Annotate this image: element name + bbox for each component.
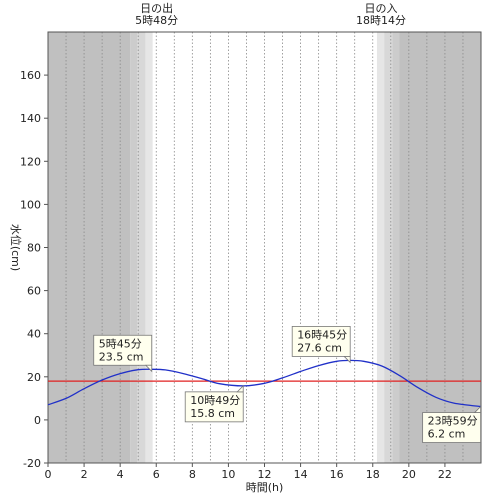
callout-box <box>291 326 351 357</box>
twilight-band-morning <box>137 32 146 463</box>
x-tick-label: 6 <box>153 468 160 481</box>
callout-time: 10時49分 <box>190 394 240 407</box>
y-axis-ticks: -20 0 20 40 60 80 100 120 140 160 <box>20 69 48 470</box>
callout-pointer <box>473 405 482 413</box>
x-tick-label: 2 <box>81 468 88 481</box>
x-tick-label: 20 <box>402 468 416 481</box>
y-tick-label: 80 <box>27 242 41 255</box>
twilight-band-evening <box>376 32 385 463</box>
night-band-evening <box>399 32 481 463</box>
y-tick-label: 40 <box>27 328 41 341</box>
twilight-band-morning <box>130 32 138 463</box>
y-axis-title: 水位(cm) <box>9 224 23 271</box>
x-tick-label: 14 <box>294 468 308 481</box>
sun-event-name: 日の出 <box>140 1 173 15</box>
x-axis-ticks: 0 2 4 6 8 10 12 14 16 18 20 22 <box>45 463 452 481</box>
y-tick-label: 160 <box>20 69 41 82</box>
twilight-band-evening <box>392 32 400 463</box>
y-tick-label: 0 <box>34 414 41 427</box>
y-tick-label: 60 <box>27 285 41 298</box>
x-tick-label: 12 <box>258 468 272 481</box>
y-tick-label: 20 <box>27 371 41 384</box>
y-tick-label: 100 <box>20 198 41 211</box>
callout-level: 27.6 cm <box>297 341 342 354</box>
sun-event-time: 5時48分 <box>135 14 178 27</box>
sun-event-name: 日の入 <box>364 2 397 15</box>
twilight-band-morning <box>145 32 153 463</box>
y-tick-label: 120 <box>20 155 41 168</box>
callout-time: 5時45分 <box>99 337 142 350</box>
callout-pointer <box>144 364 153 373</box>
x-tick-label: 16 <box>330 468 344 481</box>
callout-box <box>422 412 482 443</box>
y-tick-label: -20 <box>23 457 41 470</box>
x-tick-label: 4 <box>117 468 124 481</box>
y-tick-label: 140 <box>20 112 41 125</box>
x-axis-title: 時間(h) <box>246 481 284 494</box>
x-tick-label: 8 <box>189 468 196 481</box>
twilight-shading-layer <box>48 32 481 463</box>
callout-time: 23時59分 <box>428 415 478 428</box>
twilight-band-evening <box>384 32 393 463</box>
x-tick-label: 22 <box>438 468 452 481</box>
callout-pointer <box>236 384 244 393</box>
tide-series-line <box>47 359 481 408</box>
callout-level: 23.5 cm <box>99 350 144 363</box>
sun-event-time: 18時14分 <box>356 14 406 27</box>
callout-pointer <box>343 356 351 364</box>
callout-level: 15.8 cm <box>190 407 235 420</box>
callout-box <box>93 334 153 366</box>
x-tick-label: 0 <box>45 468 52 481</box>
x-tick-label: 10 <box>221 468 235 481</box>
night-band-morning <box>48 32 131 463</box>
callout-box <box>184 391 244 423</box>
callout-level: 6.2 cm <box>428 428 466 441</box>
x-tick-label: 18 <box>366 468 380 481</box>
callout-time: 16時45分 <box>297 328 347 341</box>
